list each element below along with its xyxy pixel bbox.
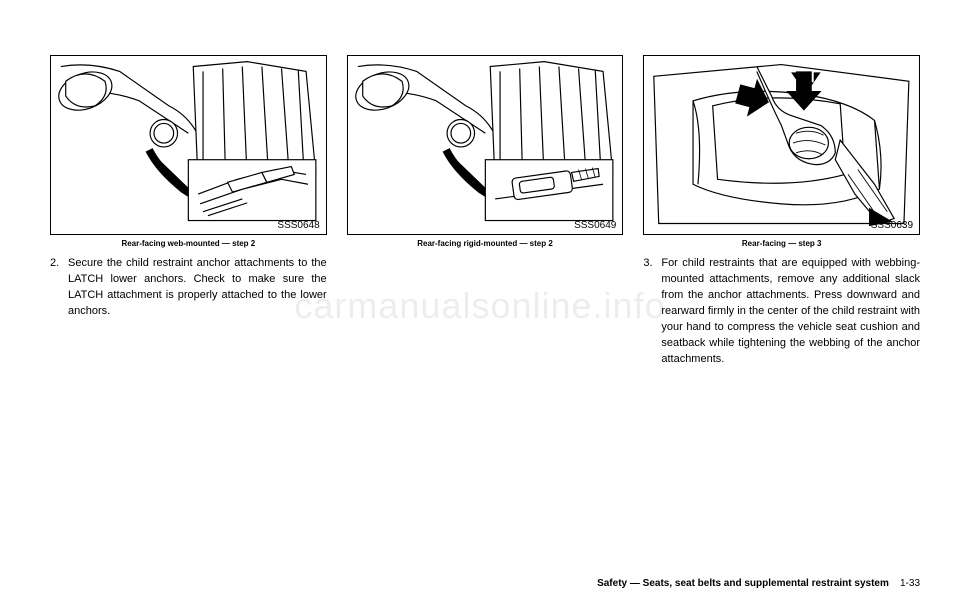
footer-page-number: 1-33	[900, 578, 920, 589]
column-3: SSS0639 Rear-facing — step 3 3. For chil…	[643, 55, 920, 368]
footer-section: Safety — Seats, seat belts and supplemen…	[597, 578, 889, 589]
illustration-rigid-mounted	[348, 56, 623, 234]
figure-code-2: SSS0649	[574, 220, 616, 231]
figure-1: SSS0648	[50, 55, 327, 235]
step-text-3: 3. For child restraints that are equippe…	[643, 256, 920, 368]
step-content-1: Secure the child restraint anchor attach…	[68, 256, 327, 320]
figure-caption-3: Rear-facing — step 3	[643, 239, 920, 248]
figure-caption-2: Rear-facing rigid-mounted — step 2	[347, 239, 624, 248]
illustration-step-3	[644, 56, 919, 234]
footer-page	[892, 578, 900, 589]
figure-code-3: SSS0639	[871, 220, 913, 231]
step-number-1: 2.	[50, 256, 68, 320]
figure-2: SSS0649	[347, 55, 624, 235]
step-content-3: For child restraints that are equipped w…	[661, 256, 920, 368]
illustration-web-mounted	[51, 56, 326, 234]
column-1: SSS0648 Rear-facing web-mounted — step 2…	[50, 55, 327, 368]
column-2: SSS0649 Rear-facing rigid-mounted — step…	[347, 55, 624, 368]
step-number-3: 3.	[643, 256, 661, 368]
step-text-1: 2. Secure the child restraint anchor att…	[50, 256, 327, 320]
page-footer: Safety — Seats, seat belts and supplemen…	[597, 578, 920, 589]
figure-caption-1: Rear-facing web-mounted — step 2	[50, 239, 327, 248]
figure-code-1: SSS0648	[277, 220, 319, 231]
figure-3: SSS0639	[643, 55, 920, 235]
